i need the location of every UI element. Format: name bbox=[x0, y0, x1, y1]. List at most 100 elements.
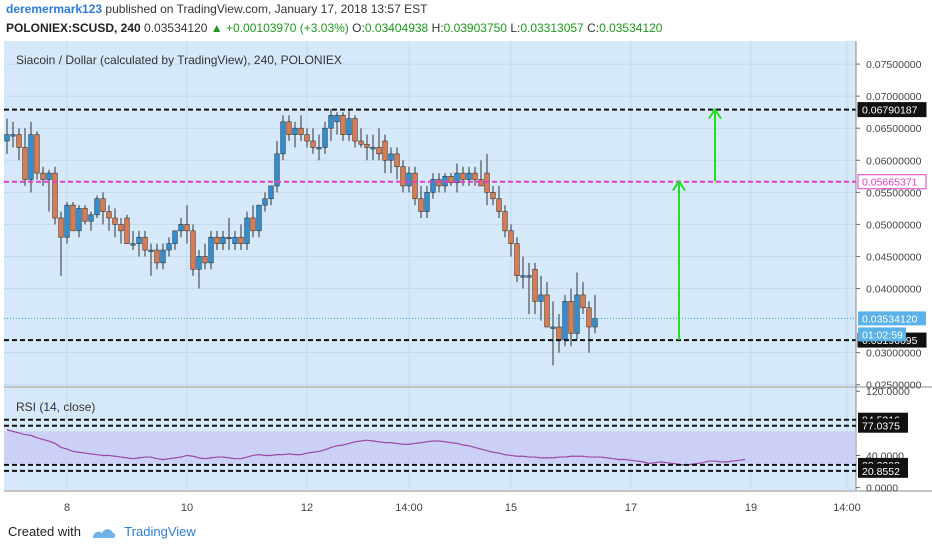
open-label: O: bbox=[352, 21, 365, 35]
candle-body bbox=[550, 326, 556, 329]
candle-body bbox=[400, 166, 406, 187]
candle-body bbox=[334, 115, 340, 123]
candle-body bbox=[346, 118, 352, 135]
candle-body bbox=[388, 153, 394, 161]
candle-body bbox=[532, 268, 538, 302]
candle-body bbox=[220, 236, 226, 244]
chart-area[interactable]: 0.07500000 0.07000000 0.06500000 0.06000000… bbox=[0, 41, 932, 515]
candle-body bbox=[142, 236, 148, 251]
candle-body bbox=[322, 127, 328, 148]
candle-body bbox=[280, 121, 286, 155]
x-tick-label: 10 bbox=[181, 502, 193, 514]
tradingview-brand[interactable]: TradingView bbox=[124, 524, 196, 539]
candle-body bbox=[148, 249, 154, 252]
candle-body bbox=[214, 236, 220, 244]
candle-body bbox=[418, 198, 424, 212]
countdown-label: 01:02:59 bbox=[862, 329, 903, 341]
close-label: C: bbox=[587, 21, 600, 35]
high-label: H: bbox=[431, 21, 444, 35]
candle-body bbox=[22, 147, 28, 180]
candle-body bbox=[430, 179, 436, 193]
rsi-tick-label: 120.0000 bbox=[866, 386, 910, 398]
candle-body bbox=[466, 172, 472, 180]
author-link[interactable]: deremermark123 bbox=[6, 2, 103, 16]
candle-body bbox=[292, 127, 298, 135]
candle-body bbox=[580, 294, 586, 309]
candle-body bbox=[10, 134, 16, 137]
candle-body bbox=[172, 230, 178, 244]
candle-body bbox=[208, 236, 214, 264]
high-value: 0.03903750 bbox=[443, 21, 507, 35]
candle-body bbox=[310, 140, 316, 148]
candle-body bbox=[352, 118, 358, 142]
x-tick-label: 15 bbox=[505, 502, 517, 514]
y-tick-label: 0.04000000 bbox=[866, 284, 922, 296]
tradingview-logo-icon bbox=[92, 528, 115, 538]
x-tick-label: 12 bbox=[301, 502, 313, 514]
green-arrow-head bbox=[672, 179, 686, 191]
candle-body bbox=[178, 224, 184, 232]
candle-body bbox=[112, 217, 118, 225]
rsi-level-label: 20.8552 bbox=[862, 466, 900, 478]
y-tick-label: 0.03000000 bbox=[866, 348, 922, 360]
candle-body bbox=[166, 243, 172, 251]
x-tick-label: 14:00 bbox=[833, 502, 861, 514]
candle-body bbox=[232, 236, 238, 244]
y-tick-label: 0.02500000 bbox=[866, 380, 922, 392]
y-tick-label: 0.07000000 bbox=[866, 91, 922, 103]
candle-body bbox=[556, 326, 562, 341]
candle-body bbox=[274, 153, 280, 187]
candle-body bbox=[154, 249, 160, 264]
candle-body bbox=[124, 217, 130, 244]
candle-body bbox=[472, 172, 478, 180]
candle-body bbox=[70, 204, 76, 232]
candle-body bbox=[76, 208, 82, 232]
candle-body bbox=[94, 198, 100, 216]
candle-body bbox=[490, 192, 496, 200]
candle-body bbox=[502, 211, 508, 232]
candle-body bbox=[226, 236, 232, 240]
rsi-title: RSI (14, close) bbox=[16, 400, 95, 414]
candle-body bbox=[196, 256, 202, 270]
rsi-line bbox=[6, 429, 746, 466]
candle-body bbox=[316, 147, 322, 150]
candle-body bbox=[304, 134, 310, 142]
candle-body bbox=[412, 172, 418, 200]
candle-body bbox=[160, 249, 166, 264]
symbol-info: POLONIEX:SCUSD, 240 0.03534120 ▲ +0.0010… bbox=[6, 21, 662, 35]
candle-body bbox=[244, 217, 250, 244]
candle-body bbox=[88, 214, 94, 222]
candle-body bbox=[250, 217, 256, 232]
candle-body bbox=[286, 121, 292, 135]
candle-body bbox=[46, 172, 52, 180]
candle-body bbox=[562, 301, 568, 341]
candle-body bbox=[262, 198, 268, 206]
candle-body bbox=[16, 134, 22, 148]
candle-body bbox=[202, 256, 208, 264]
y-tick-label: 0.05500000 bbox=[866, 187, 922, 199]
candle-body bbox=[100, 198, 106, 212]
created-with-text: Created with bbox=[8, 524, 81, 539]
level-price-box bbox=[857, 174, 927, 190]
candle-body bbox=[574, 294, 580, 334]
candle-body bbox=[136, 236, 142, 244]
candle-body bbox=[256, 204, 262, 232]
candle-body bbox=[64, 204, 70, 238]
candle-body bbox=[370, 147, 376, 150]
candle-body bbox=[496, 198, 502, 212]
level-price-box bbox=[857, 102, 927, 118]
candle-body bbox=[406, 172, 412, 187]
candle-body bbox=[526, 275, 532, 278]
candle-body bbox=[118, 224, 124, 232]
symbol: POLONIEX:SCUSD, 240 bbox=[6, 21, 141, 35]
countdown-box bbox=[858, 327, 906, 342]
level-price-label: 0.06790187 bbox=[862, 105, 918, 117]
y-tick-label: 0.07500000 bbox=[866, 59, 922, 71]
candle-body bbox=[328, 115, 334, 129]
candle-body bbox=[460, 172, 466, 180]
candle-body bbox=[568, 301, 574, 334]
close-value: 0.03534120 bbox=[599, 21, 663, 35]
candle-body bbox=[184, 224, 190, 232]
candle-body bbox=[382, 140, 388, 161]
candle-body bbox=[52, 172, 58, 219]
